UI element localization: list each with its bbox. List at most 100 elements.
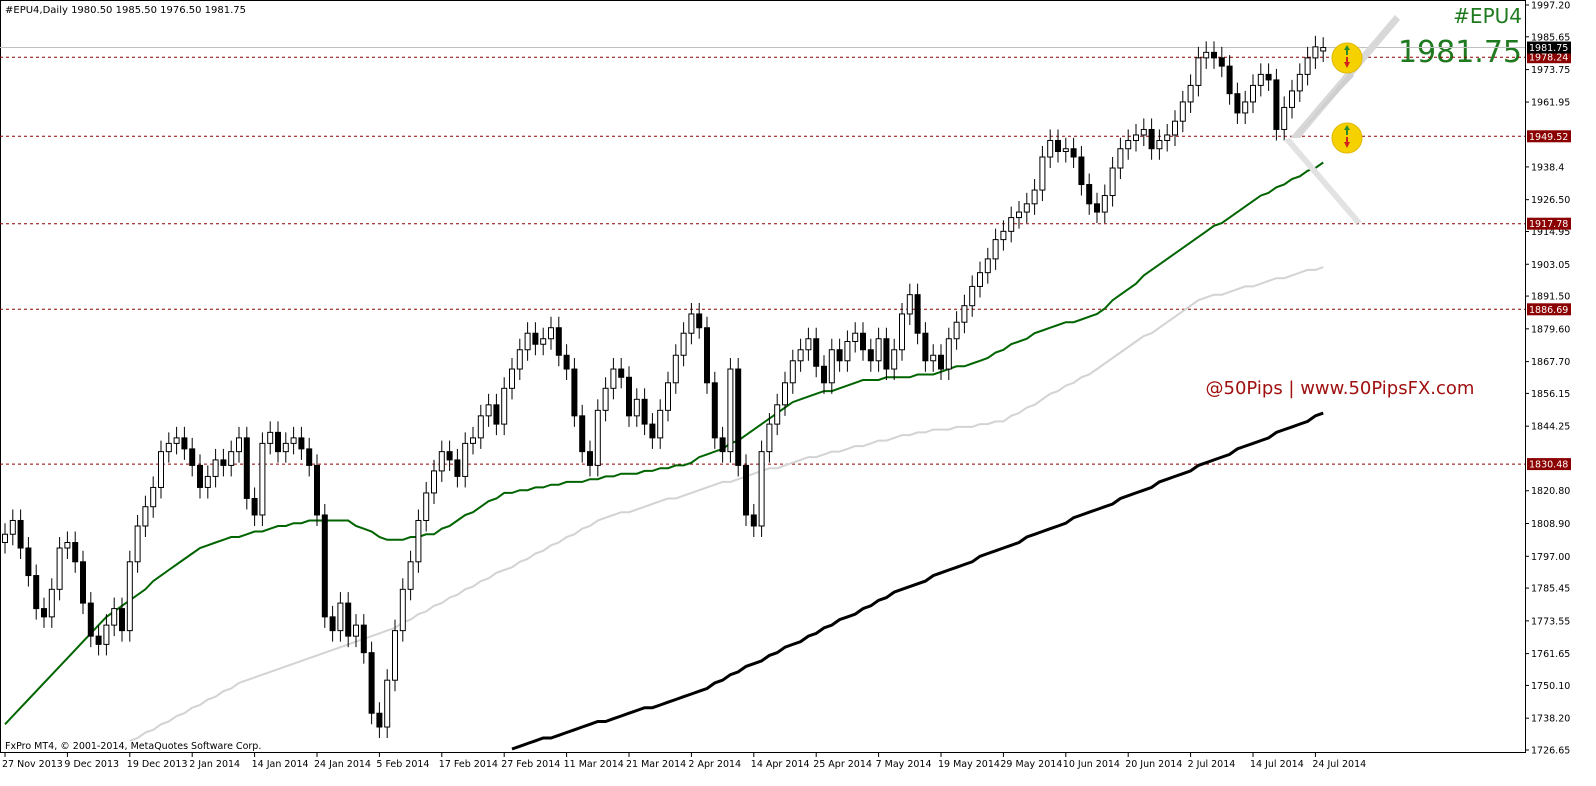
y-tick-label: 1726.65	[1531, 746, 1570, 757]
level-label-box	[1527, 130, 1571, 143]
candle-body	[1039, 156, 1046, 191]
candle-body	[821, 365, 827, 384]
candle-body	[1304, 57, 1311, 75]
candle-body	[353, 624, 359, 637]
y-tick-label: 1773.55	[1531, 616, 1570, 627]
candle-body	[150, 486, 157, 508]
x-tick-label: 7 May 2014	[876, 759, 932, 770]
candle-body	[454, 459, 461, 477]
candle-body	[17, 519, 24, 549]
candle-body	[649, 423, 656, 439]
candle-body	[204, 475, 211, 488]
candle-body	[1086, 184, 1093, 205]
candle-body	[641, 398, 648, 425]
candle-body	[1312, 46, 1319, 59]
y-tick-label: 1844.25	[1531, 422, 1570, 433]
candle-body	[337, 602, 344, 632]
x-tick-label: 24 Jul 2014	[1312, 759, 1366, 770]
level-label: 1949.52	[1529, 132, 1568, 143]
candle-body	[415, 519, 422, 563]
candle-body	[1265, 73, 1272, 81]
price-label: 1981.75	[1529, 43, 1568, 54]
candle-body	[867, 349, 874, 362]
candle-body	[680, 332, 687, 356]
candle-body	[836, 349, 843, 362]
moving-average	[129, 266, 1324, 742]
level-label: 1978.24	[1529, 53, 1568, 64]
candle-body	[571, 368, 578, 417]
x-tick-label: 10 Jun 2014	[1063, 759, 1120, 770]
current-price-big: 1981.75	[1398, 35, 1522, 70]
candle-body	[1218, 57, 1225, 67]
candle-body	[392, 630, 398, 681]
candle-body	[657, 409, 664, 439]
candle-body	[977, 272, 983, 287]
candle-body	[1133, 134, 1139, 141]
candle-body	[688, 313, 695, 334]
candle-body	[321, 514, 328, 618]
candle-body	[2, 533, 8, 544]
candle-body	[197, 464, 203, 488]
candle-body	[626, 376, 632, 417]
candle-body	[719, 437, 726, 453]
y-tick-label: 1797.00	[1531, 552, 1570, 563]
candle-body	[493, 404, 500, 425]
y-tick-label: 1738.20	[1531, 714, 1570, 725]
x-tick-label: 27 Nov 2013	[2, 759, 63, 770]
y-tick-label: 1926.50	[1531, 195, 1570, 206]
candle-body	[727, 368, 734, 453]
candle-body	[329, 616, 336, 632]
level-label: 1886.69	[1529, 305, 1568, 316]
candle-body	[1250, 84, 1256, 103]
candle-body	[376, 712, 383, 728]
candle-body	[594, 409, 601, 466]
candle-body	[1320, 47, 1327, 52]
candle-body	[766, 423, 773, 453]
candle-body	[1281, 106, 1288, 130]
plot-frame	[0, 0, 1526, 753]
candle-body	[930, 354, 937, 362]
candle-body	[1179, 101, 1186, 122]
candle-body	[1156, 139, 1163, 150]
candle-body	[945, 338, 952, 370]
candle-body	[1289, 90, 1295, 108]
candle-body	[1195, 57, 1202, 86]
candle-body	[1203, 51, 1210, 59]
candle-body	[1125, 139, 1132, 150]
fan-line	[1290, 15, 1400, 138]
watermark: @50Pips | www.50PipsFX.com	[1206, 378, 1475, 399]
candle-body	[72, 542, 79, 563]
candle-body	[1062, 148, 1069, 152]
candle-body	[953, 321, 960, 340]
candle-body	[789, 360, 796, 384]
candle-body	[696, 313, 703, 329]
candle-body	[282, 442, 289, 453]
candle-body	[922, 332, 929, 362]
candle-body	[1055, 139, 1061, 152]
candle-body	[852, 332, 859, 342]
candle-body	[477, 415, 484, 439]
candle-body	[1211, 51, 1217, 59]
candle-body	[899, 313, 905, 351]
candle-body	[1016, 211, 1022, 219]
x-tick-label: 14 Apr 2014	[751, 759, 810, 770]
y-tick-label: 1867.70	[1531, 357, 1570, 368]
y-tick-label: 1761.65	[1531, 649, 1570, 660]
candle-body	[844, 340, 851, 362]
y-tick-label: 1985.65	[1531, 32, 1570, 43]
candle-body	[1242, 101, 1249, 114]
candle-body	[298, 437, 305, 450]
drawings	[1284, 15, 1400, 224]
candle-body	[275, 431, 281, 453]
candle-body	[48, 588, 55, 618]
candle-body	[446, 451, 453, 461]
candle-body	[548, 327, 554, 340]
candle-body	[704, 327, 710, 384]
y-tick-label: 1808.90	[1531, 519, 1570, 530]
candle-body	[290, 437, 297, 444]
candle-body	[1140, 128, 1147, 136]
candle-body	[782, 382, 788, 406]
